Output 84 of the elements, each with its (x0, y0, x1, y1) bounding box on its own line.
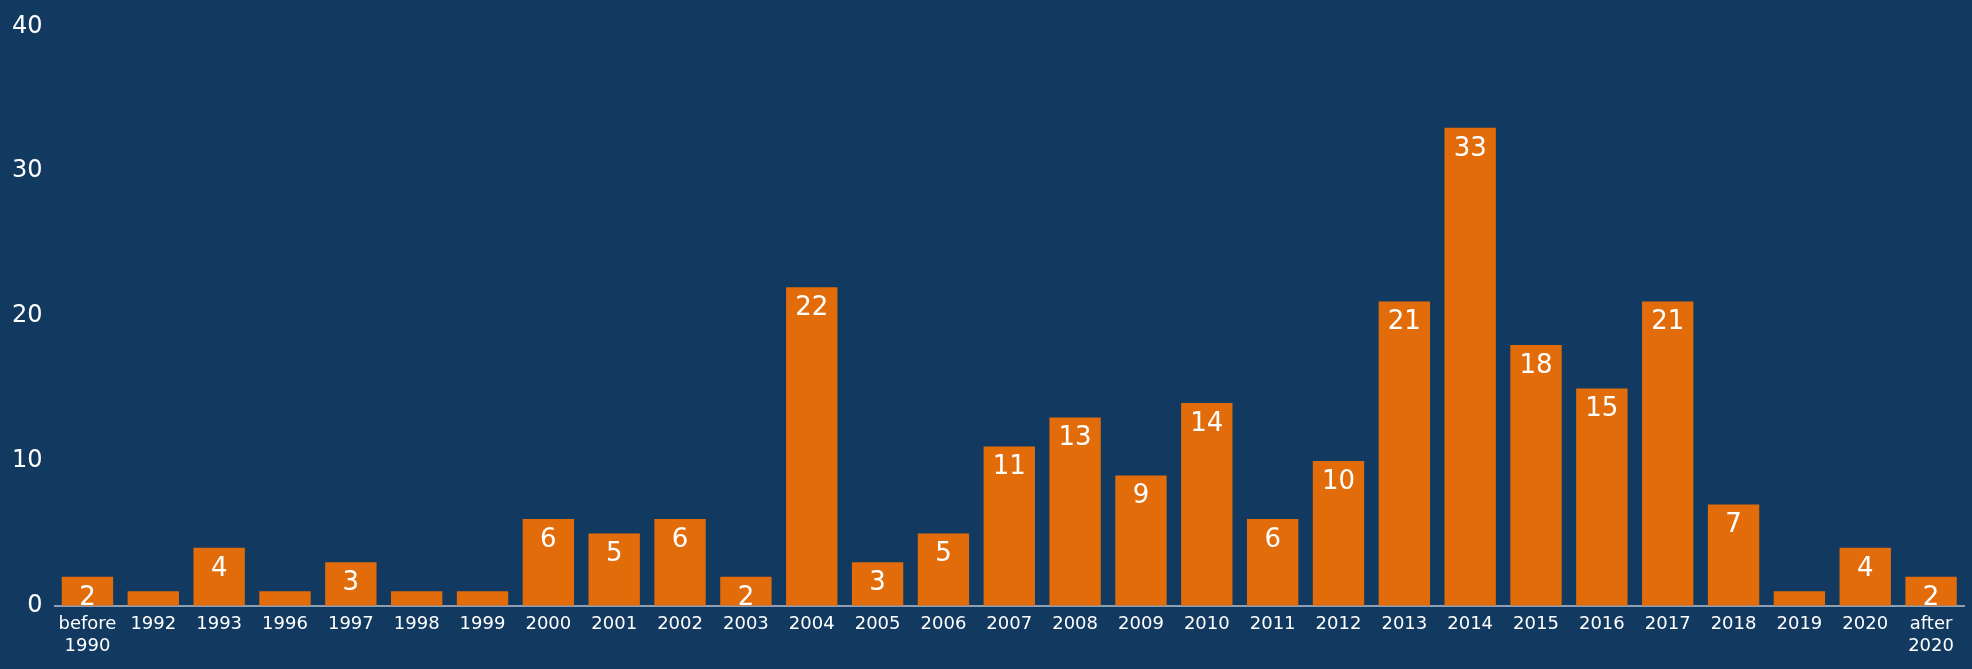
bar (588, 533, 640, 606)
data-label: 2 (737, 580, 755, 611)
bar (1576, 388, 1628, 606)
bar (1773, 591, 1826, 606)
data-label: 4 (210, 551, 228, 582)
data-label: 3 (342, 566, 360, 597)
x-tick-label: 2018 (1710, 612, 1757, 634)
data-label: 10 (1321, 464, 1356, 495)
bar (1642, 301, 1694, 606)
x-tick-label: 2009 (1118, 612, 1164, 634)
x-tick-label: 2019 (1776, 612, 1823, 634)
x-tick-label: 2002 (657, 612, 703, 634)
x-tick-label: 2001 (591, 612, 638, 634)
bar (391, 591, 443, 606)
x-tick-label: 2017 (1644, 612, 1691, 634)
x-tick-label: 2007 (986, 612, 1033, 634)
data-label: 14 (1190, 406, 1224, 437)
x-tick-label: 2015 (1513, 612, 1559, 634)
data-label: 6 (1264, 522, 1281, 553)
bar (325, 562, 377, 606)
data-label: 7 (1725, 508, 1742, 539)
y-tick-label: 40 (11, 10, 43, 39)
x-tick-label: 2016 (1578, 612, 1625, 634)
x-tick-label: 1993 (196, 612, 243, 634)
data-label: 11 (992, 450, 1026, 481)
bar (1246, 518, 1299, 606)
bar (1707, 504, 1760, 606)
bar (1312, 460, 1365, 606)
data-label: 13 (1058, 421, 1092, 452)
x-tick-label: 1996 (262, 612, 308, 634)
data-label: 18 (1519, 348, 1553, 379)
x-tick-label: 2006 (920, 612, 967, 634)
data-label: 21 (1651, 305, 1685, 336)
data-label: 6 (540, 522, 557, 553)
x-tick-label: 2005 (854, 612, 901, 634)
x-tick-label: 1999 (459, 612, 506, 634)
x-tick-label: 2013 (1381, 612, 1428, 634)
data-label: 5 (605, 537, 623, 568)
bar (654, 518, 706, 606)
data-label: 9 (1132, 479, 1150, 510)
data-label: 3 (869, 566, 886, 597)
bar (1115, 475, 1167, 606)
x-tick-label: 2010 (1183, 612, 1230, 634)
y-tick-label: 0 (27, 590, 43, 619)
bar (259, 591, 311, 606)
bar (851, 562, 904, 606)
x-tick-label: 1992 (130, 612, 177, 634)
x-tick-label: 2011 (1249, 612, 1296, 634)
bar (917, 533, 970, 606)
data-label: 33 (1453, 131, 1487, 162)
bar (1049, 417, 1101, 606)
x-tick-label: 2003 (722, 612, 769, 634)
x-tick-label: 2000 (525, 612, 572, 634)
bar (1378, 301, 1431, 606)
bar (1181, 403, 1233, 606)
data-label: 21 (1387, 305, 1421, 336)
x-tick-label: 1997 (327, 612, 374, 634)
data-label: 2 (79, 580, 96, 611)
data-label: 2 (1922, 580, 1940, 611)
y-tick-label: 30 (11, 155, 43, 184)
bar (522, 518, 575, 606)
data-label: 5 (935, 537, 952, 568)
data-label: 4 (1856, 551, 1874, 582)
bar (127, 591, 179, 606)
y-tick-label: 20 (11, 300, 43, 329)
x-tick-label: 2020 (1842, 612, 1889, 634)
x-tick-label: after 2020 (1908, 612, 1954, 655)
x-tick-label: 2012 (1315, 612, 1362, 634)
x-tick-label: 2014 (1447, 612, 1494, 634)
x-tick-label: before 1990 (58, 612, 117, 655)
data-label: 15 (1585, 392, 1619, 423)
bar (1839, 547, 1891, 606)
bar (983, 446, 1035, 606)
x-tick-label: 2004 (788, 612, 835, 634)
y-tick-label: 10 (11, 445, 43, 474)
x-tick-label: 2008 (1052, 612, 1099, 634)
bar (456, 591, 509, 606)
bar (786, 287, 838, 606)
x-tick-label: 1998 (393, 612, 440, 634)
data-label: 6 (671, 522, 689, 553)
bar (193, 547, 245, 606)
bar (1444, 127, 1496, 606)
data-label: 22 (795, 290, 829, 321)
bar (1510, 345, 1562, 606)
